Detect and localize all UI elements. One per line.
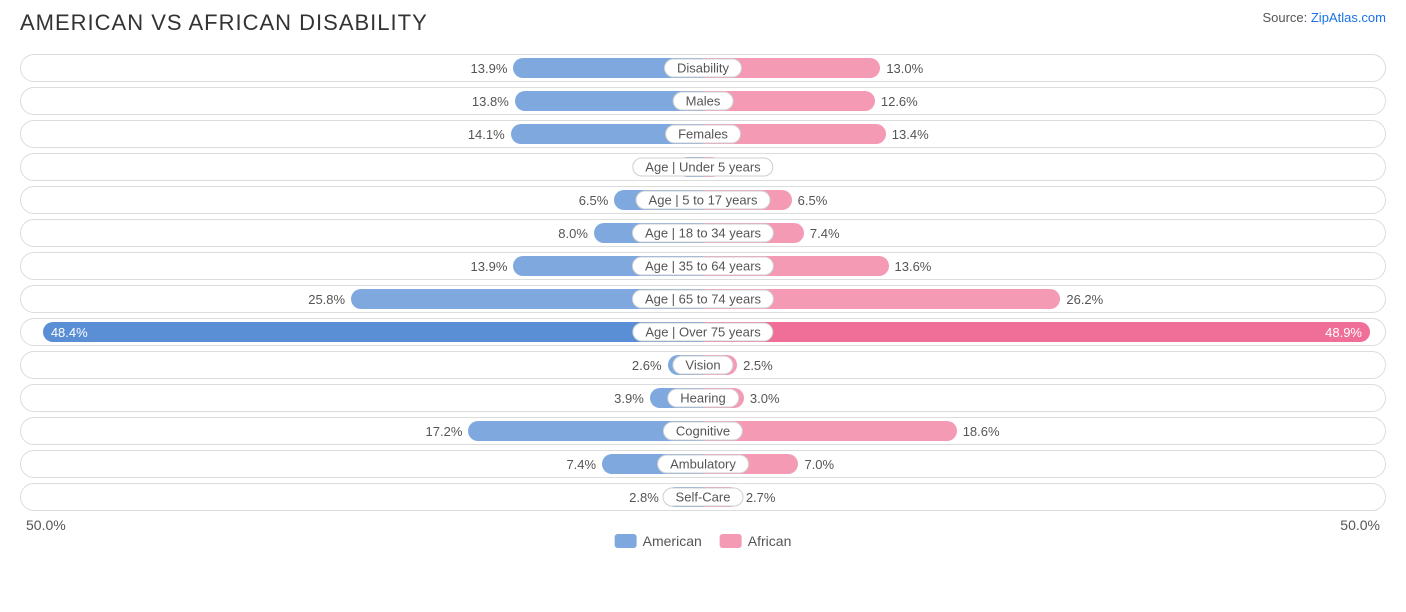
- chart-row: 6.5% 6.5% Age | 5 to 17 years: [20, 186, 1386, 214]
- chart-row: 25.8% 26.2% Age | 65 to 74 years: [20, 285, 1386, 313]
- value-american: 48.4%: [43, 319, 94, 345]
- source-attribution: Source: ZipAtlas.com: [1262, 10, 1386, 25]
- value-american: 25.8%: [308, 286, 351, 312]
- legend-item: American: [615, 533, 702, 549]
- row-category-label: Ambulatory: [657, 455, 749, 474]
- row-category-label: Hearing: [667, 389, 739, 408]
- row-category-label: Self-Care: [663, 488, 744, 507]
- row-category-label: Age | 65 to 74 years: [632, 290, 774, 309]
- value-african: 48.9%: [1319, 319, 1370, 345]
- row-category-label: Vision: [672, 356, 733, 375]
- value-african: 7.4%: [804, 220, 840, 246]
- row-category-label: Age | 35 to 64 years: [632, 257, 774, 276]
- value-african: 2.7%: [740, 484, 776, 510]
- legend-swatch: [615, 534, 637, 548]
- chart-row: 13.9% 13.6% Age | 35 to 64 years: [20, 252, 1386, 280]
- row-category-label: Age | Under 5 years: [632, 158, 773, 177]
- chart-row: 7.4% 7.0% Ambulatory: [20, 450, 1386, 478]
- chart-row: 3.9% 3.0% Hearing: [20, 384, 1386, 412]
- value-american: 2.6%: [632, 352, 668, 378]
- value-african: 6.5%: [792, 187, 828, 213]
- row-category-label: Females: [665, 125, 741, 144]
- value-african: 26.2%: [1060, 286, 1103, 312]
- legend-label: African: [748, 533, 792, 549]
- chart-row: 2.6% 2.5%Vision: [20, 351, 1386, 379]
- bar-african: [703, 322, 1370, 342]
- legend-swatch: [720, 534, 742, 548]
- chart-row: 2.8% 2.7%Self-Care: [20, 483, 1386, 511]
- bar-american: [43, 322, 703, 342]
- row-category-label: Males: [673, 92, 734, 111]
- chart-header: AMERICAN VS AFRICAN DISABILITY Source: Z…: [20, 10, 1386, 36]
- value-american: 13.8%: [472, 88, 515, 114]
- source-link[interactable]: ZipAtlas.com: [1311, 10, 1386, 25]
- value-african: 13.4%: [886, 121, 929, 147]
- chart-row: 13.8% 12.6% Males: [20, 87, 1386, 115]
- source-prefix: Source:: [1262, 10, 1310, 25]
- value-american: 2.8%: [629, 484, 665, 510]
- value-african: 18.6%: [957, 418, 1000, 444]
- row-category-label: Age | Over 75 years: [632, 323, 773, 342]
- legend-item: African: [720, 533, 792, 549]
- chart-row: 13.9% 13.0% Disability: [20, 54, 1386, 82]
- chart-footer: 50.0% 50.0% AmericanAfrican: [20, 517, 1386, 533]
- value-american: 14.1%: [468, 121, 511, 147]
- value-african: 3.0%: [744, 385, 780, 411]
- value-american: 17.2%: [426, 418, 469, 444]
- chart-row: 8.0% 7.4% Age | 18 to 34 years: [20, 219, 1386, 247]
- chart-row: 1.9%1.4%Age | Under 5 years: [20, 153, 1386, 181]
- chart-title: AMERICAN VS AFRICAN DISABILITY: [20, 10, 428, 36]
- row-category-label: Age | 5 to 17 years: [636, 191, 771, 210]
- legend: American African: [615, 533, 792, 549]
- value-american: 7.4%: [566, 451, 602, 477]
- chart-row: 17.2% 18.6% Cognitive: [20, 417, 1386, 445]
- axis-max-right: 50.0%: [703, 517, 1386, 533]
- row-category-label: Disability: [664, 59, 742, 78]
- value-african: 12.6%: [875, 88, 918, 114]
- value-american: 8.0%: [558, 220, 594, 246]
- value-african: 7.0%: [798, 451, 834, 477]
- value-american: 13.9%: [471, 55, 514, 81]
- diverging-bar-chart: 13.9% 13.0% Disability 13.8% 12.6% Males 14.1%…: [20, 54, 1386, 511]
- row-category-label: Age | 18 to 34 years: [632, 224, 774, 243]
- row-category-label: Cognitive: [663, 422, 743, 441]
- value-african: 2.5%: [737, 352, 773, 378]
- chart-row: 14.1% 13.4% Females: [20, 120, 1386, 148]
- axis-max-left: 50.0%: [20, 517, 703, 533]
- value-american: 6.5%: [579, 187, 615, 213]
- value-african: 13.0%: [880, 55, 923, 81]
- value-american: 13.9%: [471, 253, 514, 279]
- value-african: 13.6%: [889, 253, 932, 279]
- chart-row: 48.4% 48.9% Age | Over 75 years: [20, 318, 1386, 346]
- value-american: 3.9%: [614, 385, 650, 411]
- legend-label: American: [643, 533, 702, 549]
